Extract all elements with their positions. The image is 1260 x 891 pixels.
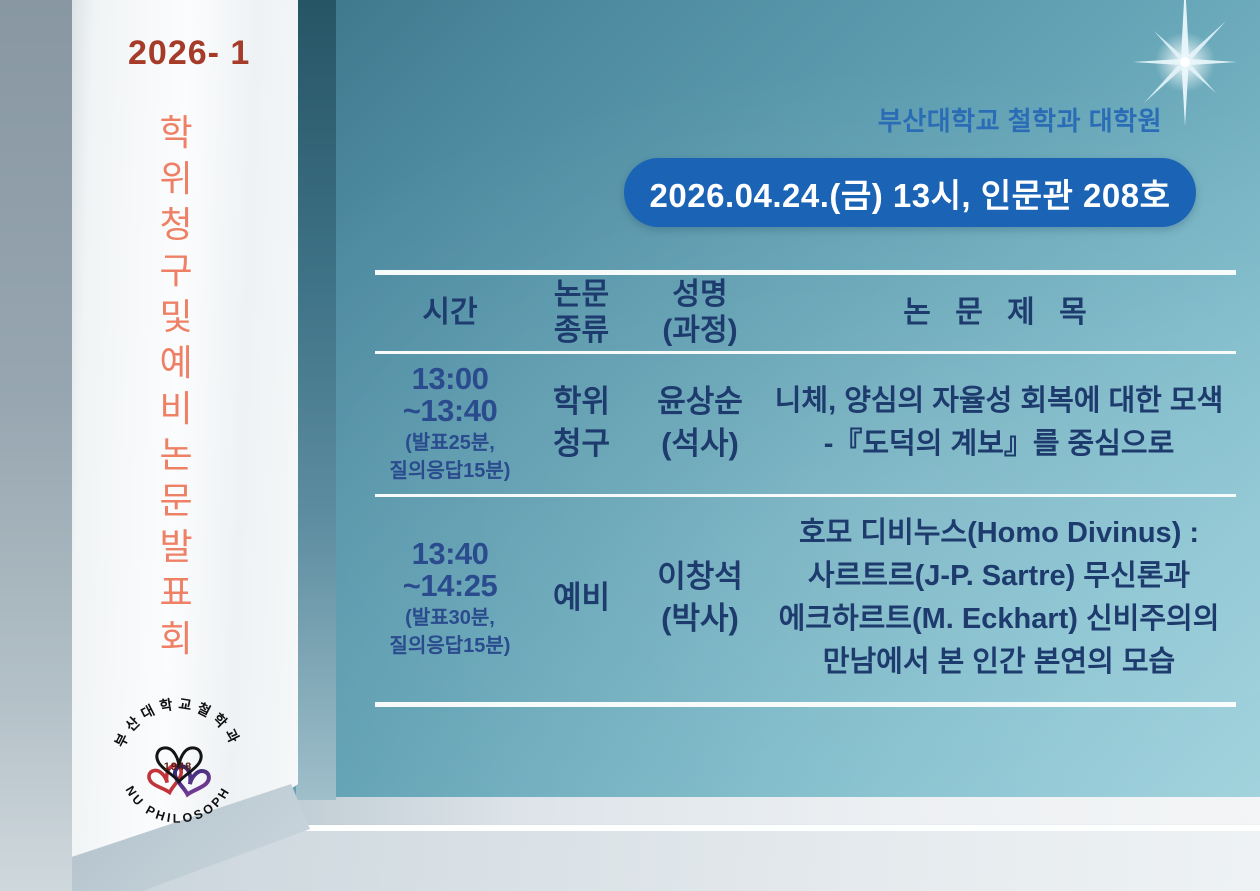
row2-time: 13:40 ~14:25 (발표30분, 질의응답15분) — [389, 536, 511, 658]
seal-hearts — [147, 746, 211, 798]
floor-ledge — [230, 797, 1260, 828]
event-vertical-title: 학위청구및예비논문발표회 — [159, 112, 193, 659]
pillar-side-edge — [296, 0, 336, 800]
col-header-thesis-type: 논문 종류 — [553, 278, 610, 347]
col-header-name: 성명 (과정) — [662, 278, 738, 347]
left-wall-strip — [0, 0, 72, 891]
row2-presenter: 이창석 (박사) — [657, 559, 743, 636]
col-header-title: 논 문 제 목 — [903, 296, 1095, 329]
row1-time: 13:00 ~13:40 (발표25분, 질의응답15분) — [389, 360, 511, 482]
seal-year: 1948 — [164, 761, 192, 773]
pnu-philosophy-seal: 부산대학교철학과 PNU PHILOSOPHY 1948 — [112, 696, 245, 826]
table-rule-bottom — [375, 702, 1236, 707]
table-rule-top — [375, 270, 1236, 275]
row1-thesis-type: 학위 청구 — [552, 383, 611, 461]
table-rule-row1 — [375, 494, 1236, 497]
department-label: 부산대학교 철학과 대학원 — [877, 106, 1162, 136]
row1-thesis-title: 니체, 양심의 자율성 회복에 대한 모색 -『도덕의 계보』를 중심으로 — [774, 384, 1224, 460]
event-info-text: 2026.04.24.(금) 13시, 인문관 208호 — [649, 176, 1171, 214]
col-header-time: 시간 — [422, 296, 478, 329]
row2-thesis-title: 호모 디비누스(Homo Divinus) : 사르트르(J-P. Sartre… — [778, 517, 1220, 678]
event-info-badge: 2026.04.24.(금) 13시, 인문관 208호 — [624, 158, 1196, 227]
row1-presenter: 윤상순 (석사) — [657, 383, 743, 461]
schedule-table: 시간 논문 종류 성명 (과정) 논 문 제 목 13:00 ~13:40 (발… — [375, 275, 1236, 702]
semester-label: 2026- 1 — [128, 34, 251, 72]
seal-top-arc-text: 부산대학교철학과 — [112, 696, 245, 750]
floor-edge-line — [242, 825, 1260, 831]
table-rule-header — [375, 351, 1236, 354]
white-pillar — [72, 0, 298, 891]
row2-thesis-type: 예비 — [552, 580, 611, 615]
sparkle-icon — [1133, 0, 1237, 126]
